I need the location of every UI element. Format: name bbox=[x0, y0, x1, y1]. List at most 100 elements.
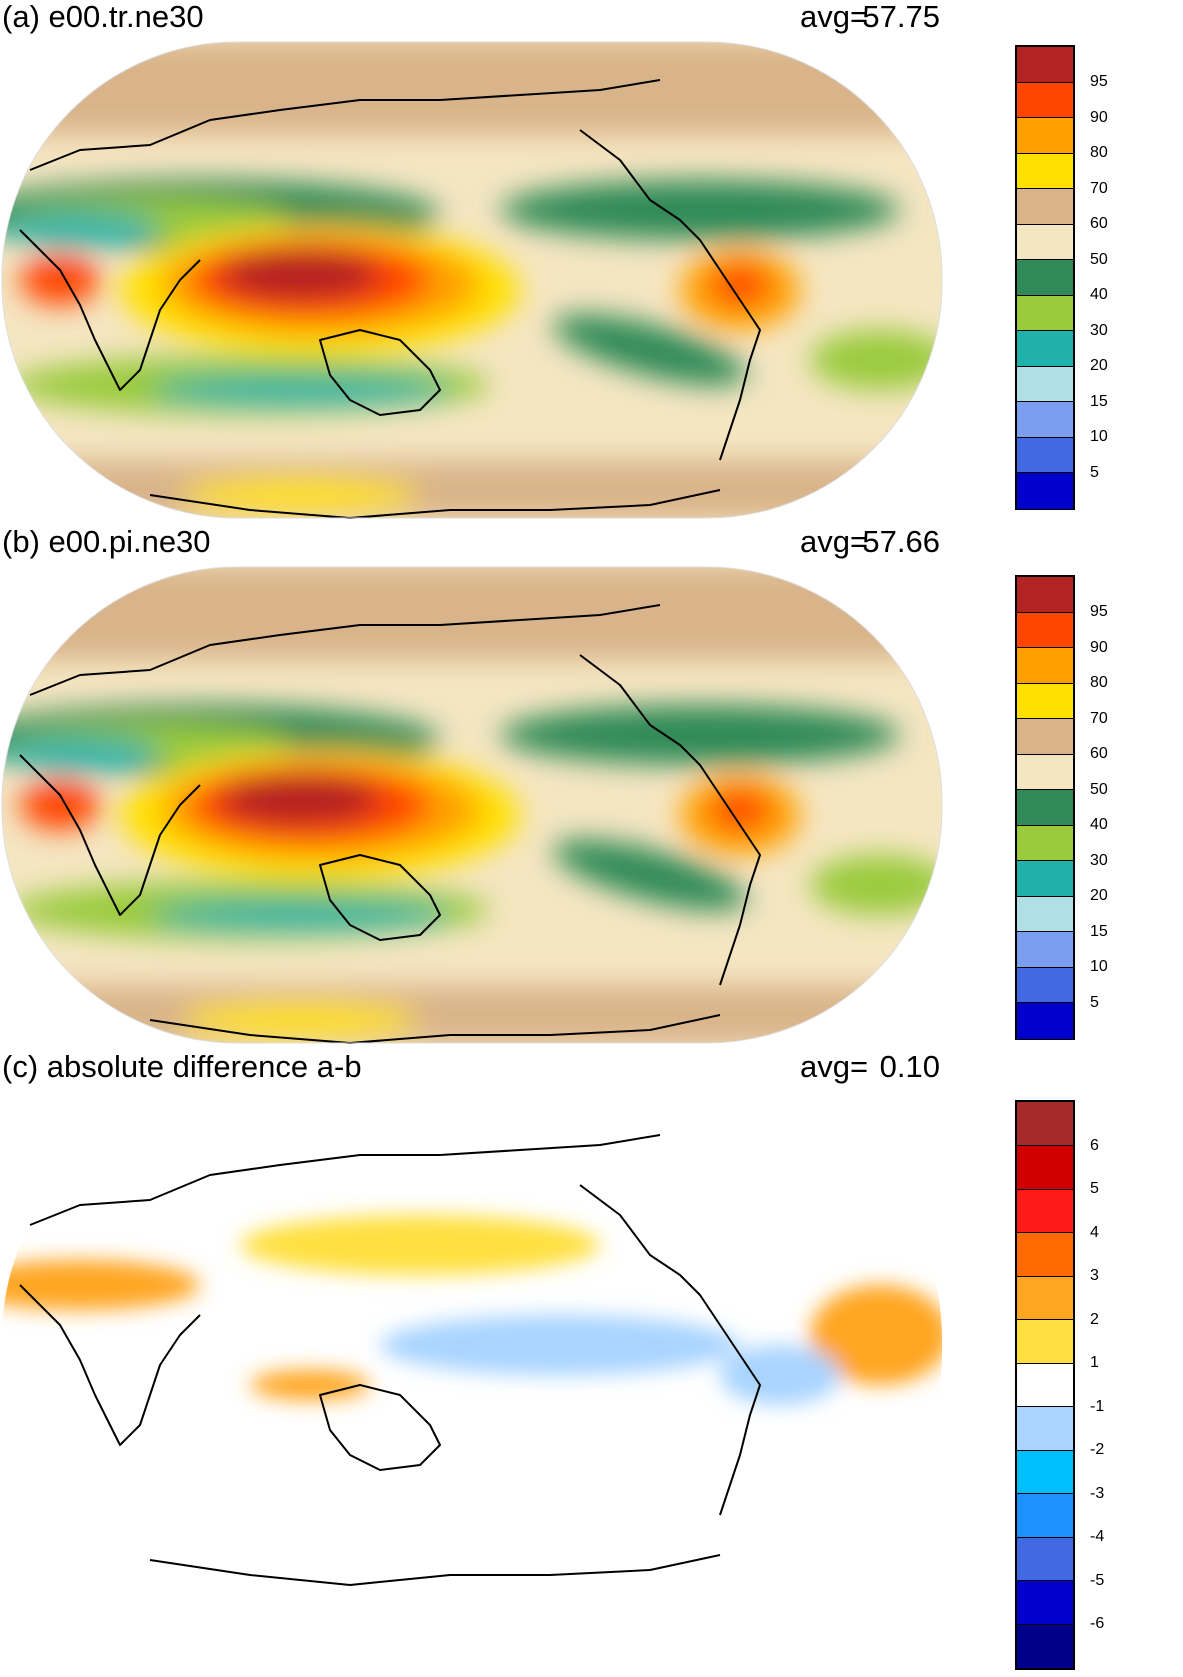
australia-coast bbox=[319, 329, 441, 416]
colorbar-swatch bbox=[1017, 188, 1073, 225]
colorbar-tick: 70 bbox=[1090, 179, 1108, 197]
colorbar-tick: -2 bbox=[1090, 1441, 1105, 1459]
panel-b-avg-value: 57.66 bbox=[862, 524, 940, 559]
colorbar-tick: 60 bbox=[1090, 215, 1108, 233]
colorbar-tick: 50 bbox=[1090, 250, 1108, 268]
colorbar-separator bbox=[1017, 117, 1073, 119]
antarctica-coast bbox=[149, 1014, 721, 1044]
warm-pool-95 bbox=[220, 775, 380, 825]
colorbar-swatch bbox=[1017, 1319, 1073, 1364]
colorbar-tick: 6 bbox=[1090, 1136, 1099, 1154]
panel-c: (c) absolute difference a-b avg= 0.10 bbox=[0, 1050, 1183, 1677]
africa-coast bbox=[19, 229, 201, 391]
colorbar-tick: 20 bbox=[1090, 887, 1108, 905]
colorbar-swatch bbox=[1017, 1102, 1073, 1146]
band-pac-40 bbox=[500, 705, 900, 765]
colorbar-swatch bbox=[1017, 683, 1073, 720]
colorbar-tick: 90 bbox=[1090, 638, 1108, 656]
colorbar-separator bbox=[1017, 1002, 1073, 1004]
map-outline bbox=[1, 566, 943, 1044]
colorbar-swatch bbox=[1017, 1406, 1073, 1451]
colorbar-swatch bbox=[1017, 330, 1073, 367]
colorbar-separator bbox=[1017, 1232, 1073, 1234]
colorbar-swatch bbox=[1017, 437, 1073, 474]
colorbar-separator bbox=[1017, 81, 1073, 83]
colorbar-separator bbox=[1017, 718, 1073, 720]
colorbar-separator bbox=[1017, 259, 1073, 261]
colorbar-swatch bbox=[1017, 789, 1073, 826]
africa-90 bbox=[20, 780, 100, 830]
panel-a-map bbox=[1, 41, 943, 519]
colorbar-tick: 15 bbox=[1090, 922, 1108, 940]
colorbar-swatch bbox=[1017, 896, 1073, 933]
panel-c-title: (c) absolute difference a-b bbox=[2, 1049, 362, 1084]
colorbar-separator bbox=[1017, 753, 1073, 755]
colorbar-separator bbox=[1017, 1493, 1073, 1495]
colorbar-tick: 50 bbox=[1090, 780, 1108, 798]
colorbar-tick: 10 bbox=[1090, 428, 1108, 446]
panel-a: (a) e00.tr.ne30 avg= 57.75 bbox=[0, 0, 1183, 520]
colorbar-tick: 60 bbox=[1090, 745, 1108, 763]
colorbar-separator bbox=[1017, 789, 1073, 791]
diff-pac-neg1 bbox=[380, 1315, 740, 1375]
colorbar-swatch bbox=[1017, 931, 1073, 968]
band-antarctic-70 bbox=[180, 477, 420, 513]
colorbar-separator bbox=[1017, 1145, 1073, 1147]
panel-a-title: (a) e00.tr.ne30 bbox=[2, 0, 204, 34]
diff-nh-1 bbox=[240, 1215, 600, 1275]
colorbar-swatch bbox=[1017, 967, 1073, 1004]
colorbar-separator bbox=[1017, 152, 1073, 154]
colorbar-swatch bbox=[1017, 1363, 1073, 1408]
colorbar-swatch bbox=[1017, 117, 1073, 154]
colorbar-tick: 40 bbox=[1090, 286, 1108, 304]
colorbar-swatch bbox=[1017, 259, 1073, 296]
colorbar-tick: 2 bbox=[1090, 1310, 1099, 1328]
band-pac-40 bbox=[500, 180, 900, 240]
map-outline bbox=[1, 41, 943, 519]
colorbar-swatch bbox=[1017, 1580, 1073, 1625]
colorbar-swatch bbox=[1017, 612, 1073, 649]
colorbar-separator bbox=[1017, 860, 1073, 862]
colorbar-tick: 3 bbox=[1090, 1267, 1099, 1285]
eurasia-coast bbox=[29, 1134, 661, 1226]
colorbar-tick: -3 bbox=[1090, 1484, 1105, 1502]
colorbar-swatch bbox=[1017, 577, 1073, 613]
band-nh-20 bbox=[2, 212, 160, 248]
panel-b: (b) e00.pi.ne30 avg= 57.66 bbox=[0, 525, 1183, 1045]
colorbar-swatch bbox=[1017, 1232, 1073, 1277]
americas-coast bbox=[579, 654, 761, 986]
colorbar-tick: -5 bbox=[1090, 1571, 1105, 1589]
colorbar-tick: 5 bbox=[1090, 463, 1099, 481]
colorbar-swatch bbox=[1017, 718, 1073, 755]
colorbar-separator bbox=[1017, 1319, 1073, 1321]
colorbar-separator bbox=[1017, 1449, 1073, 1451]
panel-b-colorbar bbox=[1015, 575, 1075, 1040]
colorbar-tick: 95 bbox=[1090, 73, 1108, 91]
colorbar-tick: -4 bbox=[1090, 1528, 1105, 1546]
colorbar-separator bbox=[1017, 294, 1073, 296]
colorbar-separator bbox=[1017, 1275, 1073, 1277]
colorbar-separator bbox=[1017, 1406, 1073, 1408]
colorbar-swatch bbox=[1017, 860, 1073, 897]
eurasia-coast bbox=[29, 79, 661, 171]
diff-au-2 bbox=[250, 1370, 370, 1400]
colorbar-tick: 40 bbox=[1090, 816, 1108, 834]
colorbar-swatch bbox=[1017, 754, 1073, 791]
colorbar-swatch bbox=[1017, 401, 1073, 438]
colorbar-separator bbox=[1017, 401, 1073, 403]
band-north-60 bbox=[2, 567, 942, 660]
colorbar-swatch bbox=[1017, 1145, 1073, 1190]
band-nh-20 bbox=[2, 737, 160, 773]
panel-b-title: (b) e00.pi.ne30 bbox=[2, 524, 211, 559]
panel-a-avg-value: 57.75 bbox=[862, 0, 940, 34]
colorbar-separator bbox=[1017, 330, 1073, 332]
band-sh-20 bbox=[150, 900, 450, 930]
colorbar-tick: 1 bbox=[1090, 1354, 1099, 1372]
coastlines bbox=[19, 604, 761, 1044]
warm-pool-95 bbox=[220, 250, 380, 300]
colorbar-tick: 80 bbox=[1090, 674, 1108, 692]
panel-c-colorbar bbox=[1015, 1100, 1075, 1670]
colorbar-separator bbox=[1017, 611, 1073, 613]
colorbar-separator bbox=[1017, 966, 1073, 968]
americas-coast bbox=[579, 1184, 761, 1516]
